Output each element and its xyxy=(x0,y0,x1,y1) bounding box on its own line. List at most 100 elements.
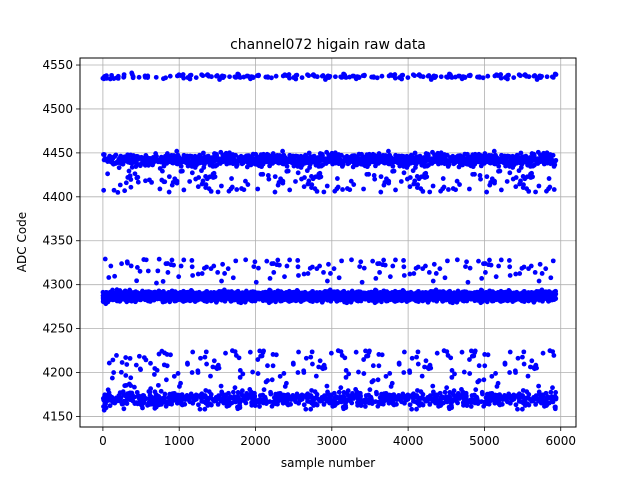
data-point xyxy=(163,75,169,81)
data-point xyxy=(232,349,238,354)
data-point xyxy=(181,75,187,81)
data-point xyxy=(451,388,457,394)
data-point xyxy=(415,182,421,188)
data-point xyxy=(135,174,141,180)
data-point xyxy=(148,386,154,392)
data-point xyxy=(287,187,293,193)
data-point xyxy=(106,360,112,366)
data-point xyxy=(115,73,121,79)
data-point xyxy=(271,270,277,275)
data-point xyxy=(138,367,143,373)
data-point xyxy=(309,264,315,270)
data-point xyxy=(345,388,351,394)
data-point xyxy=(112,273,118,279)
data-point xyxy=(226,390,231,396)
data-point xyxy=(340,187,345,192)
data-point xyxy=(461,369,467,375)
data-point xyxy=(160,279,166,284)
data-point xyxy=(230,389,236,395)
data-point xyxy=(314,74,320,80)
data-point xyxy=(164,151,170,156)
data-point xyxy=(321,189,327,195)
data-point xyxy=(401,273,407,278)
data-point xyxy=(211,263,217,269)
data-point xyxy=(377,270,382,275)
data-point xyxy=(370,363,376,369)
data-point xyxy=(366,171,372,177)
data-point xyxy=(266,176,272,182)
data-point xyxy=(232,385,238,391)
data-point xyxy=(215,189,221,195)
data-point xyxy=(166,174,172,180)
data-point xyxy=(122,188,128,194)
data-point xyxy=(314,392,320,397)
data-point xyxy=(104,73,109,79)
data-point xyxy=(281,371,287,376)
data-point xyxy=(425,152,431,158)
data-point xyxy=(200,73,206,79)
data-point xyxy=(143,357,149,363)
data-point xyxy=(113,152,119,158)
data-point xyxy=(118,395,124,401)
data-point xyxy=(446,187,451,192)
data-point xyxy=(336,275,342,281)
data-point xyxy=(415,264,421,270)
data-point xyxy=(303,406,309,412)
data-point xyxy=(221,73,227,79)
data-point xyxy=(230,275,236,281)
data-point xyxy=(265,363,270,369)
data-point xyxy=(394,401,399,407)
data-point xyxy=(121,72,127,78)
data-point xyxy=(317,358,323,364)
data-point xyxy=(265,378,270,383)
data-point xyxy=(171,262,176,268)
data-point xyxy=(233,399,238,405)
data-point xyxy=(448,355,454,361)
data-point xyxy=(222,271,228,276)
data-point xyxy=(303,355,309,361)
data-point xyxy=(328,350,334,356)
data-point xyxy=(318,174,324,180)
data-point xyxy=(181,257,187,263)
data-point xyxy=(386,178,392,184)
data-point xyxy=(237,368,243,373)
data-point xyxy=(415,349,421,355)
data-point xyxy=(128,184,134,190)
data-point xyxy=(401,170,407,176)
data-point xyxy=(441,184,447,190)
data-point xyxy=(141,400,147,406)
data-point xyxy=(151,159,157,165)
data-point xyxy=(200,150,206,156)
data-point xyxy=(321,270,326,275)
data-point xyxy=(294,72,300,78)
data-point xyxy=(296,273,301,278)
data-point xyxy=(265,173,271,178)
data-point xyxy=(349,257,354,263)
data-point xyxy=(306,150,312,156)
data-point xyxy=(268,391,274,397)
data-point xyxy=(240,371,246,377)
data-point xyxy=(392,75,398,81)
data-point xyxy=(453,187,458,193)
data-point xyxy=(110,357,116,363)
data-point xyxy=(209,74,214,80)
data-point xyxy=(250,369,256,375)
data-point xyxy=(367,348,372,354)
data-point xyxy=(143,257,149,263)
data-point xyxy=(346,371,352,377)
data-point xyxy=(295,258,301,263)
data-point xyxy=(358,259,364,265)
data-point xyxy=(322,365,328,371)
data-point xyxy=(190,349,196,355)
data-point xyxy=(401,370,407,375)
data-point xyxy=(128,375,134,381)
data-point xyxy=(313,373,319,379)
data-point xyxy=(261,387,267,393)
data-point xyxy=(287,75,292,81)
data-point xyxy=(121,406,127,412)
data-point xyxy=(457,182,462,187)
data-point xyxy=(111,187,117,193)
data-point xyxy=(375,377,381,383)
data-point xyxy=(178,163,184,169)
data-point xyxy=(195,370,201,375)
